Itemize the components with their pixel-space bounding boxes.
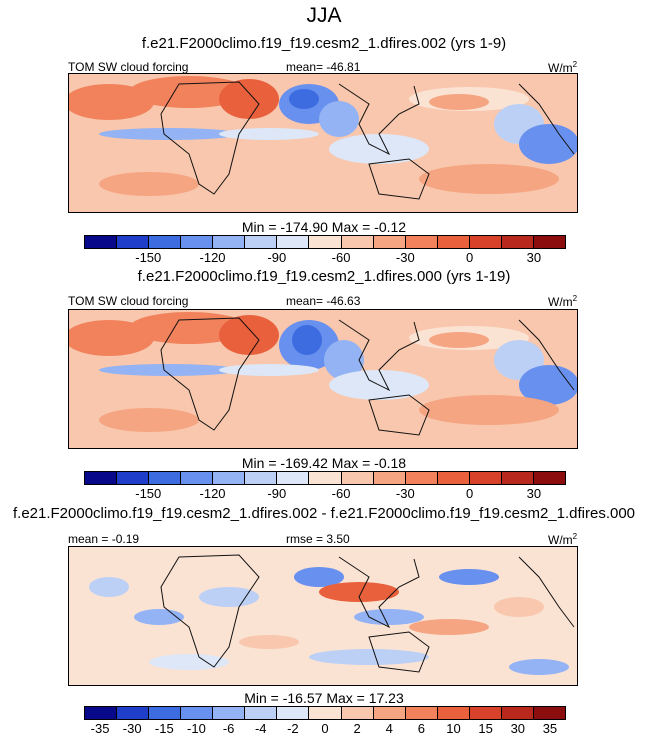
colorbar-swatch — [117, 707, 150, 719]
colorbar-swatch — [213, 707, 246, 719]
colorbar-swatch — [405, 472, 438, 484]
colorbar-tick-label: 30 — [526, 486, 542, 501]
colorbar-tick-label: 2 — [353, 721, 361, 736]
colorbar-swatch — [181, 472, 214, 484]
panel3-units-label: W/m2 — [548, 532, 578, 547]
colorbar-swatch — [181, 707, 214, 719]
colorbar-swatch — [373, 707, 406, 719]
colorbar-swatch — [501, 707, 534, 719]
panel2-units-label: W/m2 — [548, 294, 578, 309]
colorbar-tick-label: -120 — [199, 250, 226, 265]
panel1-units-label: W/m2 — [548, 60, 578, 75]
panel1-variable-label: TOM SW cloud forcing — [68, 60, 189, 74]
colorbar-swatch — [149, 236, 182, 248]
colorbar-tick-label: -60 — [331, 486, 351, 501]
colorbar-swatch — [373, 236, 406, 248]
colorbar-swatch — [533, 707, 565, 719]
colorbar-tick-label: -120 — [199, 486, 226, 501]
panel1-mean-label: mean= -46.81 — [286, 60, 361, 74]
colorbar-swatch — [341, 707, 374, 719]
colorbar-swatch — [277, 472, 310, 484]
colorbar-swatch — [469, 472, 502, 484]
colorbar-tick-label: -60 — [331, 250, 351, 265]
colorbar-swatch — [341, 236, 374, 248]
colorbar-tick-label: -4 — [254, 721, 267, 736]
colorbar-swatch — [501, 472, 534, 484]
panel3-case-title: f.e21.F2000climo.f19_f19.cesm2_1.dfires.… — [12, 505, 636, 522]
colorbar-swatch — [309, 472, 342, 484]
colorbar-tick-label: -2 — [287, 721, 299, 736]
colorbar-tick-label: -90 — [267, 486, 287, 501]
panel3-rmse-label: rmse = 3.50 — [286, 532, 350, 546]
colorbar-tick-label: -30 — [122, 721, 142, 736]
colorbar-swatch — [213, 236, 246, 248]
colorbar-swatch — [245, 472, 278, 484]
colorbar-swatch — [277, 236, 310, 248]
panel2-colorbar-ticks: -150 -120 -90 -60 -30 0 30 — [84, 486, 566, 502]
colorbar-tick-label: -150 — [135, 486, 162, 501]
colorbar-tick-label: 0 — [321, 721, 329, 736]
colorbar-tick-label: -6 — [222, 721, 235, 736]
colorbar-swatch — [405, 707, 438, 719]
colorbar-tick-label: 10 — [446, 721, 461, 736]
panel2-map — [68, 309, 578, 449]
colorbar-swatch — [117, 236, 150, 248]
colorbar-swatch — [85, 236, 118, 248]
colorbar-swatch — [469, 236, 502, 248]
colorbar-tick-label: -150 — [135, 250, 162, 265]
colorbar-swatch — [277, 707, 310, 719]
colorbar-tick-label: 0 — [465, 486, 474, 501]
colorbar-swatch — [181, 236, 214, 248]
panel2-variable-label: TOM SW cloud forcing — [68, 294, 189, 308]
colorbar-swatch — [309, 236, 342, 248]
colorbar-tick-label: -35 — [90, 721, 110, 736]
colorbar-swatch — [245, 236, 278, 248]
colorbar-swatch — [405, 236, 438, 248]
panel2-stats: Min = -169.42 Max = -0.18 — [241, 455, 407, 471]
panel1-colorbar-ticks: -150 -120 -90 -60 -30 0 30 — [84, 250, 566, 266]
panel2-case-title: f.e21.F2000climo.f19_f19.cesm2_1.dfires.… — [137, 268, 511, 285]
colorbar-swatch — [533, 236, 565, 248]
colorbar-tick-label: 30 — [510, 721, 526, 736]
panel3-map — [68, 546, 578, 686]
panel1-map — [68, 73, 578, 213]
colorbar-tick-label: 6 — [417, 721, 426, 736]
colorbar-swatch — [85, 707, 118, 719]
panel2-colorbar — [84, 471, 566, 485]
colorbar-swatch — [213, 472, 246, 484]
colorbar-tick-label: 35 — [542, 721, 558, 736]
colorbar-swatch — [149, 472, 182, 484]
figure-title: JJA — [306, 4, 342, 27]
colorbar-swatch — [245, 707, 278, 719]
colorbar-swatch — [437, 236, 470, 248]
colorbar-swatch — [437, 707, 470, 719]
colorbar-swatch — [373, 472, 406, 484]
colorbar-tick-label: 15 — [478, 721, 493, 736]
colorbar-tick-label: -30 — [395, 486, 415, 501]
colorbar-tick-label: 4 — [385, 721, 393, 736]
panel3-mean-label: mean = -0.19 — [68, 532, 140, 546]
colorbar-swatch — [117, 472, 150, 484]
panel1-case-title: f.e21.F2000climo.f19_f19.cesm2_1.dfires.… — [141, 35, 507, 52]
colorbar-swatch — [309, 707, 342, 719]
panel1-stats: Min = -174.90 Max = -0.12 — [241, 219, 407, 235]
colorbar-swatch — [149, 707, 182, 719]
colorbar-swatch — [533, 472, 565, 484]
panel3-colorbar — [84, 706, 566, 720]
panel1-colorbar — [84, 235, 566, 249]
panel2-mean-label: mean= -46.63 — [286, 294, 361, 308]
colorbar-swatch — [341, 472, 374, 484]
colorbar-tick-label: 0 — [465, 250, 474, 265]
panel3-colorbar-ticks: -35 -30 -15 -10 -6 -4 -2 0 2 4 6 10 15 30 35 — [84, 721, 566, 737]
colorbar-tick-label: -30 — [395, 250, 415, 265]
colorbar-swatch — [469, 707, 502, 719]
colorbar-tick-label: -90 — [267, 250, 287, 265]
colorbar-tick-label: 30 — [526, 250, 542, 265]
colorbar-tick-label: -15 — [154, 721, 174, 736]
colorbar-tick-label: -10 — [187, 721, 206, 736]
panel3-stats: Min = -16.57 Max = 17.23 — [244, 690, 404, 706]
colorbar-swatch — [437, 472, 470, 484]
colorbar-swatch — [85, 472, 118, 484]
colorbar-swatch — [501, 236, 534, 248]
